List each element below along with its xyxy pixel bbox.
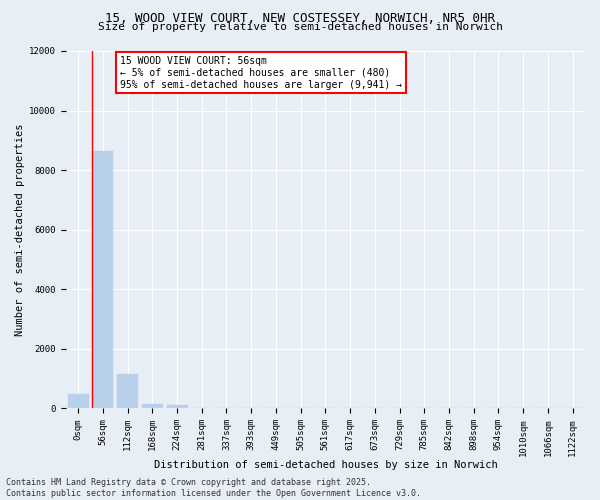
Bar <box>68 394 89 408</box>
Bar <box>117 374 138 408</box>
Y-axis label: Number of semi-detached properties: Number of semi-detached properties <box>15 124 25 336</box>
Text: 15, WOOD VIEW COURT, NEW COSTESSEY, NORWICH, NR5 0HR: 15, WOOD VIEW COURT, NEW COSTESSEY, NORW… <box>105 12 495 26</box>
Bar <box>167 405 188 408</box>
Text: 15 WOOD VIEW COURT: 56sqm
← 5% of semi-detached houses are smaller (480)
95% of : 15 WOOD VIEW COURT: 56sqm ← 5% of semi-d… <box>120 56 402 90</box>
X-axis label: Distribution of semi-detached houses by size in Norwich: Distribution of semi-detached houses by … <box>154 460 497 470</box>
Text: Contains HM Land Registry data © Crown copyright and database right 2025.
Contai: Contains HM Land Registry data © Crown c… <box>6 478 421 498</box>
Bar <box>142 404 163 408</box>
Text: Size of property relative to semi-detached houses in Norwich: Size of property relative to semi-detach… <box>97 22 503 32</box>
Bar <box>92 151 113 408</box>
